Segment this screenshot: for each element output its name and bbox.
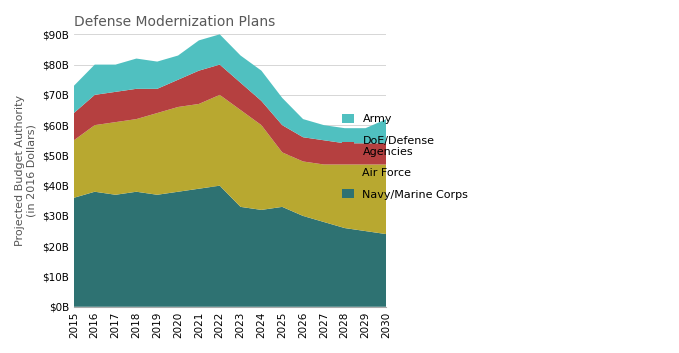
Legend: Army, DoE/Defense
Agencies, Air Force, Navy/Marine Corps: Army, DoE/Defense Agencies, Air Force, N… [342, 114, 469, 199]
Text: Defense Modernization Plans: Defense Modernization Plans [74, 15, 275, 29]
Y-axis label: Projected Budget Authority
(in 2016 Dollars): Projected Budget Authority (in 2016 Doll… [15, 95, 37, 246]
